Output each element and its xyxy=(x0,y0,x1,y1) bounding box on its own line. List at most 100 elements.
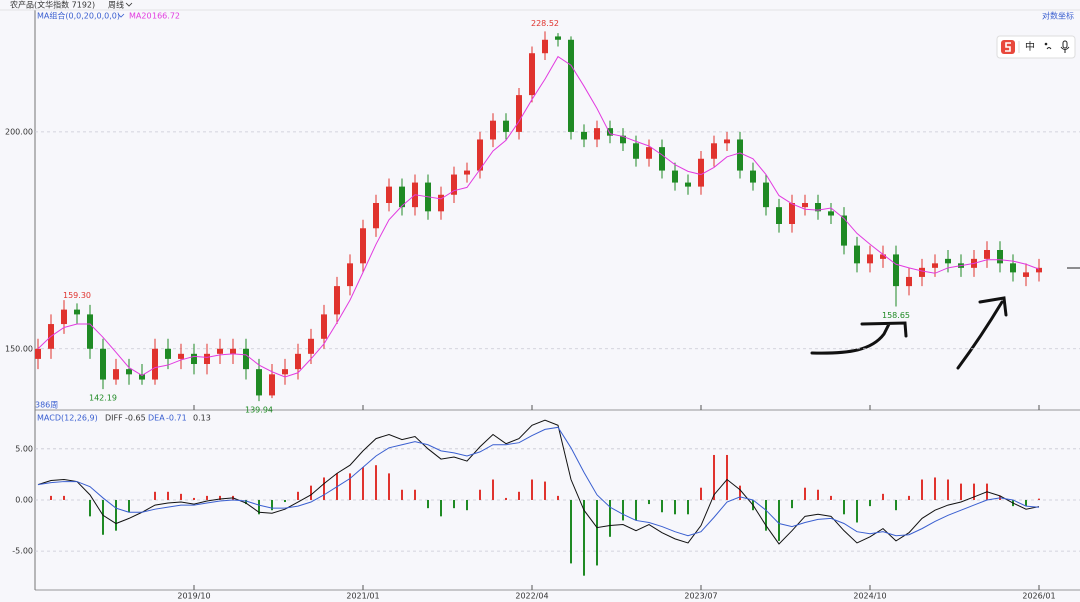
candle-body xyxy=(477,139,483,171)
x-tick-label: 2023/07 xyxy=(684,592,717,601)
candle-body xyxy=(1010,263,1016,273)
candle-body xyxy=(867,254,873,264)
candle-body xyxy=(295,353,301,370)
y-tick-label: 5.00 xyxy=(15,444,33,453)
x-tick-label: 2019/10 xyxy=(177,592,210,601)
indicator-label[interactable]: MA组合(0,0,20,0,0,0) xyxy=(37,11,120,21)
candle-body xyxy=(464,170,470,175)
candle-body xyxy=(87,314,93,349)
candle-body xyxy=(841,215,847,246)
candle-body xyxy=(100,348,106,380)
candle-body xyxy=(594,128,600,140)
candle-body xyxy=(620,135,626,144)
candle-body xyxy=(360,228,366,264)
macd-line xyxy=(37,419,1040,545)
candle-body xyxy=(776,207,782,224)
candle-body xyxy=(633,143,639,159)
count-label: 386周 xyxy=(35,401,58,410)
candle-body xyxy=(542,39,548,54)
candle-body xyxy=(347,263,353,287)
candle-body xyxy=(763,182,769,208)
candle-body xyxy=(919,267,925,277)
y-tick-label: -5.00 xyxy=(12,547,33,556)
macd-line xyxy=(37,426,1040,537)
candle-body xyxy=(152,348,158,380)
candle-body xyxy=(35,348,41,359)
candle-body xyxy=(256,369,262,396)
y-tick-label: 150.00 xyxy=(5,344,33,353)
extreme-label: 228.52 xyxy=(531,19,559,28)
symbol[interactable]: 农产品(文华指数 7192) xyxy=(10,0,95,10)
candle-body xyxy=(308,338,314,354)
candle-body xyxy=(555,36,561,40)
candle-body xyxy=(1023,272,1029,277)
candle-body xyxy=(139,374,145,380)
log-scale-toggle[interactable]: 对数坐标 xyxy=(1042,11,1074,21)
y-tick-label: 200.00 xyxy=(5,127,33,136)
candle-body xyxy=(854,245,860,264)
candle-body xyxy=(659,147,665,171)
candle-body xyxy=(438,194,444,212)
candle-body xyxy=(815,202,821,212)
candle-body xyxy=(698,158,704,187)
x-tick-label: 2022/04 xyxy=(515,592,548,601)
candle-body xyxy=(880,254,886,259)
hand-drawn-arrow xyxy=(810,321,908,355)
candle-body xyxy=(74,309,80,315)
candle-body xyxy=(607,128,613,136)
toolbar-box[interactable] xyxy=(996,35,1076,59)
indicator-dropdown[interactable] xyxy=(117,13,125,18)
candle-body xyxy=(568,39,574,132)
candle-body xyxy=(113,369,119,380)
candle-body xyxy=(334,286,340,315)
extreme-label: 159.30 xyxy=(63,291,91,300)
candle-body xyxy=(750,170,756,183)
candle-body xyxy=(984,249,990,259)
candle-body xyxy=(178,353,184,359)
candle-body xyxy=(516,95,522,132)
ma-legend-value: 166.72 xyxy=(152,12,180,21)
toolbar-icon-punct[interactable] xyxy=(1046,47,1052,50)
extreme-label: 158.65 xyxy=(882,311,910,320)
candle-body xyxy=(243,348,249,370)
dea-legend-value: -0.71 xyxy=(166,414,187,423)
y-tick-label: 0.00 xyxy=(15,495,33,504)
candle-body xyxy=(451,174,457,195)
candle-body xyxy=(945,258,951,264)
toolbar-icon-mic-stand[interactable] xyxy=(1060,46,1070,53)
candle-body xyxy=(204,353,210,365)
diff-legend-value: -0.65 xyxy=(125,414,146,423)
toolbar[interactable]: 中 xyxy=(996,35,1076,59)
candle-body xyxy=(529,53,535,96)
toolbar-lang[interactable]: 中 xyxy=(1025,40,1035,53)
x-tick-label: 2024/10 xyxy=(853,592,886,601)
candle-body xyxy=(373,202,379,229)
ma-legend-name: MA20 xyxy=(129,12,152,21)
period[interactable]: 周线 xyxy=(108,0,124,10)
candle-body xyxy=(269,374,275,396)
candle-body xyxy=(646,147,652,159)
hist-legend-value: 0.13 xyxy=(193,414,211,423)
candle-body xyxy=(828,211,834,216)
period-dropdown[interactable] xyxy=(125,2,133,7)
candle-body xyxy=(932,263,938,268)
macd-title: MACD(12,26,9) xyxy=(37,414,98,423)
dea-legend-name: DEA xyxy=(148,414,165,423)
candle-body xyxy=(217,348,223,354)
candle-body xyxy=(672,170,678,183)
candle-body xyxy=(685,182,691,187)
diff-legend-name: DIFF xyxy=(105,414,123,423)
candle-body xyxy=(399,186,405,208)
extreme-label: 142.19 xyxy=(89,394,117,403)
candle-body xyxy=(724,139,730,144)
candle-body xyxy=(802,202,808,208)
x-tick-label: 2021/01 xyxy=(346,592,379,601)
toolbar-icon-dot[interactable] xyxy=(1044,42,1048,46)
candle-body xyxy=(737,139,743,171)
toolbar-icon-mic[interactable] xyxy=(1062,40,1068,49)
extreme-label: 139.94 xyxy=(245,406,273,415)
candle-body xyxy=(581,131,587,140)
